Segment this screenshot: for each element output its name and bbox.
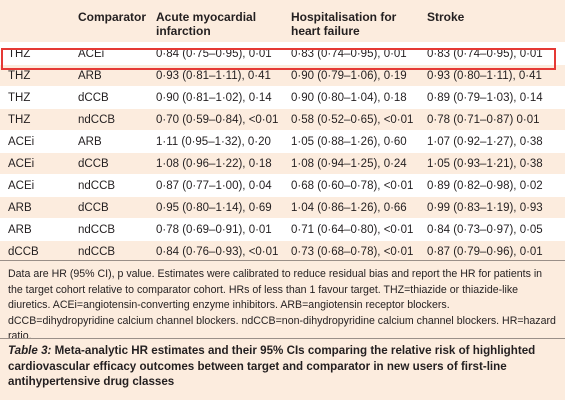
cell-target: THZ <box>8 113 31 126</box>
cell-ami: 0·87 (0·77–1·00), 0·04 <box>156 179 272 192</box>
cell-heart-failure: 0·90 (0·80–1·04), 0·18 <box>291 91 407 104</box>
table-footnote: Data are HR (95% CI), p value. Estimates… <box>8 268 556 342</box>
cell-stroke: 0·93 (0·80–1·11), 0·41 <box>427 69 542 82</box>
cell-heart-failure: 1·08 (0·94–1·25), 0·24 <box>291 157 407 170</box>
table-bottom-rule <box>0 260 565 261</box>
caption-top-rule <box>0 338 565 339</box>
results-table-container: Comparator Acute myocardial infarction H… <box>0 0 565 262</box>
table-row: THZ ACEi 0·84 (0·75–0·95), 0·01 0·83 (0·74–… <box>0 42 565 65</box>
header-stroke: Stroke <box>427 10 465 24</box>
cell-target: ARB <box>8 201 32 214</box>
cell-target: ACEi <box>8 135 35 148</box>
cell-ami: 1·08 (0·96–1·22), 0·18 <box>156 157 272 170</box>
table-body: THZ ACEi 0·84 (0·75–0·95), 0·01 0·83 (0·74–… <box>0 42 565 262</box>
cell-ami: 0·78 (0·69–0·91), 0·01 <box>156 223 272 236</box>
table-row: ACEi ndCCB 0·87 (0·77–1·00), 0·04 0·68 (0·6… <box>0 174 565 197</box>
cell-heart-failure: 0·71 (0·64–0·80), <0·01 <box>291 223 414 236</box>
cell-target: THZ <box>8 47 31 60</box>
cell-heart-failure: 0·68 (0·60–0·78), <0·01 <box>291 179 414 192</box>
cell-heart-failure: 0·90 (0·79–1·06), 0·19 <box>291 69 407 82</box>
table-row: ARB dCCB 0·95 (0·80–1·14), 0·69 1·04 (0·86–… <box>0 196 565 219</box>
table-caption: Table 3: Meta-analytic HR estimates and … <box>8 343 558 390</box>
header-heart-failure: Hospitalisation for heart failure <box>291 10 397 38</box>
cell-ami: 0·90 (0·81–1·02), 0·14 <box>156 91 272 104</box>
cell-stroke: 1·05 (0·93–1·21), 0·38 <box>427 157 543 170</box>
header-comparator: Comparator <box>78 10 147 24</box>
cell-heart-failure: 0·58 (0·52–0·65), <0·01 <box>291 113 414 126</box>
cell-stroke: 0·99 (0·83–1·19), 0·93 <box>427 201 543 214</box>
cell-stroke: 0·89 (0·82–0·98), 0·02 <box>427 179 543 192</box>
table-header: Comparator Acute myocardial infarction H… <box>0 0 565 43</box>
table-row: THZ dCCB 0·90 (0·81–1·02), 0·14 0·90 (0·80–… <box>0 86 565 109</box>
cell-ami: 0·93 (0·81–1·11), 0·41 <box>156 69 271 82</box>
cell-comparator: dCCB <box>78 91 109 104</box>
cell-target: ACEi <box>8 179 35 192</box>
table-row: THZ ARB 0·93 (0·81–1·11), 0·41 0·90 (0·79–1… <box>0 64 565 87</box>
cell-comparator: ndCCB <box>78 245 116 258</box>
table-row: ACEi dCCB 1·08 (0·96–1·22), 0·18 1·08 (0·94… <box>0 152 565 175</box>
cell-stroke: 0·87 (0·79–0·96), 0·01 <box>427 245 543 258</box>
cell-comparator: ARB <box>78 135 102 148</box>
cell-heart-failure: 1·05 (0·88–1·26), 0·60 <box>291 135 407 148</box>
cell-comparator: ndCCB <box>78 179 116 192</box>
cell-stroke: 0·84 (0·73–0·97), 0·05 <box>427 223 543 236</box>
header-target <box>0 0 78 43</box>
cell-ami: 0·84 (0·75–0·95), 0·01 <box>156 47 272 60</box>
cell-ami: 0·84 (0·76–0·93), <0·01 <box>156 245 279 258</box>
cell-heart-failure: 0·83 (0·74–0·95), 0·01 <box>291 47 407 60</box>
caption-label: Table 3: <box>8 344 52 357</box>
cell-comparator: ndCCB <box>78 223 116 236</box>
caption-text: Meta-analytic HR estimates and their 95%… <box>8 344 536 388</box>
cell-target: THZ <box>8 69 31 82</box>
table-row: THZ ndCCB 0·70 (0·59–0·84), <0·01 0·58 (0·5… <box>0 108 565 131</box>
cell-ami: 0·95 (0·80–1·14), 0·69 <box>156 201 272 214</box>
cell-comparator: ACEi <box>78 47 105 60</box>
cell-target: ARB <box>8 223 32 236</box>
cell-target: THZ <box>8 91 31 104</box>
header-ami: Acute myocardial infarction <box>156 10 257 38</box>
results-table: Comparator Acute myocardial infarction H… <box>0 0 565 262</box>
cell-comparator: ndCCB <box>78 113 116 126</box>
table-row: ARB ndCCB 0·78 (0·69–0·91), 0·01 0·71 (0·64… <box>0 218 565 241</box>
cell-stroke: 0·78 (0·71–0·87) 0·01 <box>427 113 540 126</box>
cell-comparator: dCCB <box>78 201 109 214</box>
cell-stroke: 0·89 (0·79–1·03), 0·14 <box>427 91 543 104</box>
cell-stroke: 0·83 (0·74–0·95), 0·01 <box>427 47 543 60</box>
cell-comparator: dCCB <box>78 157 109 170</box>
table-row: dCCB ndCCB 0·84 (0·76–0·93), <0·01 0·73 (0·… <box>0 240 565 262</box>
cell-comparator: ARB <box>78 69 102 82</box>
table-row: ACEi ARB 1·11 (0·95–1·32), 0·20 1·05 (0·88–… <box>0 130 565 153</box>
header-row: Comparator Acute myocardial infarction H… <box>0 0 565 43</box>
cell-ami: 0·70 (0·59–0·84), <0·01 <box>156 113 279 126</box>
cell-target: ACEi <box>8 157 35 170</box>
cell-stroke: 1·07 (0·92–1·27), 0·38 <box>427 135 543 148</box>
cell-heart-failure: 0·73 (0·68–0·78), <0·01 <box>291 245 414 258</box>
cell-ami: 1·11 (0·95–1·32), 0·20 <box>156 135 271 148</box>
cell-target: dCCB <box>8 245 39 258</box>
cell-heart-failure: 1·04 (0·86–1·26), 0·66 <box>291 201 407 214</box>
